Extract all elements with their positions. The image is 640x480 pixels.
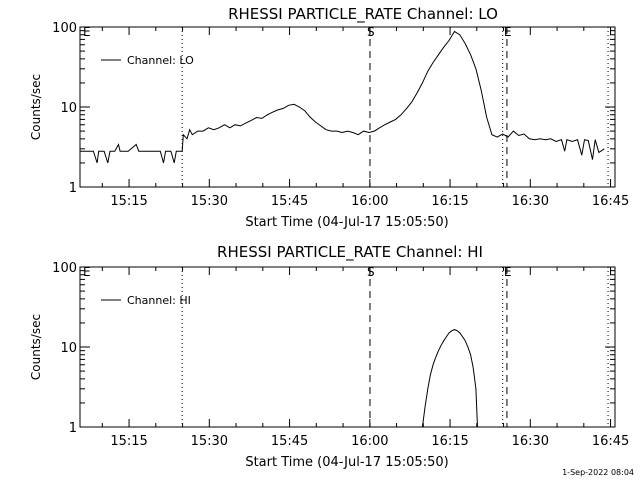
series-line: [80, 30, 605, 164]
x-tick-label: 15:45: [271, 194, 308, 209]
x-tick-label: 16:45: [592, 194, 629, 209]
x-tick-label: 16:15: [431, 434, 468, 449]
event-marker-label: E: [83, 265, 91, 279]
y-tick-label: 100: [52, 21, 77, 36]
legend: Channel: HI: [101, 294, 191, 307]
title: RHESSI PARTICLE_RATE Channel: HI: [217, 243, 483, 262]
x-tick-label: 16:30: [512, 434, 549, 449]
x-tick-label: 16:00: [351, 194, 388, 209]
y-axis-label: Counts/sec: [29, 314, 43, 380]
x-tick-label: 15:15: [110, 194, 147, 209]
plot-area: 15:15 15:30 15:45 16:00 16:15 16:30 16:45 1 10 10…: [52, 261, 629, 449]
series-line: [421, 329, 478, 428]
x-tick-label: 16:00: [351, 434, 388, 449]
event-marker-label: E: [504, 265, 512, 279]
x-tick-label: 16:30: [512, 194, 549, 209]
x-tick-label: 16:45: [592, 434, 629, 449]
x-tick-label: 15:45: [271, 434, 308, 449]
legend: Channel: LO: [101, 54, 194, 67]
y-axis-label: Counts/sec: [29, 74, 43, 140]
y-tick-label: 1: [69, 181, 77, 196]
panel-hi: RHESSI PARTICLE_RATE Channel: HI Counts/…: [29, 243, 629, 470]
y-tick-label: 1: [69, 421, 77, 436]
plot-frame: [79, 26, 616, 188]
y-tick-label: 10: [60, 101, 77, 116]
x-tick-label: 15:30: [191, 434, 228, 449]
plot-frame: [79, 266, 616, 428]
legend-label: Channel: LO: [127, 54, 194, 67]
x-tick-label: 16:15: [431, 194, 468, 209]
title: RHESSI PARTICLE_RATE Channel: LO: [228, 5, 498, 24]
x-tick-label: 15:15: [110, 434, 147, 449]
timestamp: 1-Sep-2022 08:04: [562, 468, 634, 477]
x-axis-label: Start Time (04-Jul-17 15:05:50): [245, 455, 448, 470]
event-marker-label: E: [504, 25, 512, 39]
y-tick-label: 100: [52, 261, 77, 276]
event-marker-label: S: [367, 25, 375, 39]
event-marker-label: E: [83, 25, 91, 39]
x-axis-label: Start Time (04-Jul-17 15:05:50): [245, 215, 448, 230]
x-tick-label: 15:30: [191, 194, 228, 209]
panel-lo: RHESSI PARTICLE_RATE Channel: LO Counts/…: [29, 5, 629, 230]
legend-label: Channel: HI: [127, 294, 191, 307]
y-tick-label: 10: [60, 341, 77, 356]
plot-area: 15:15 15:30 15:45 16:00 16:15 16:30 16:45 1 10 10…: [52, 21, 629, 209]
event-marker-label: S: [367, 265, 375, 279]
